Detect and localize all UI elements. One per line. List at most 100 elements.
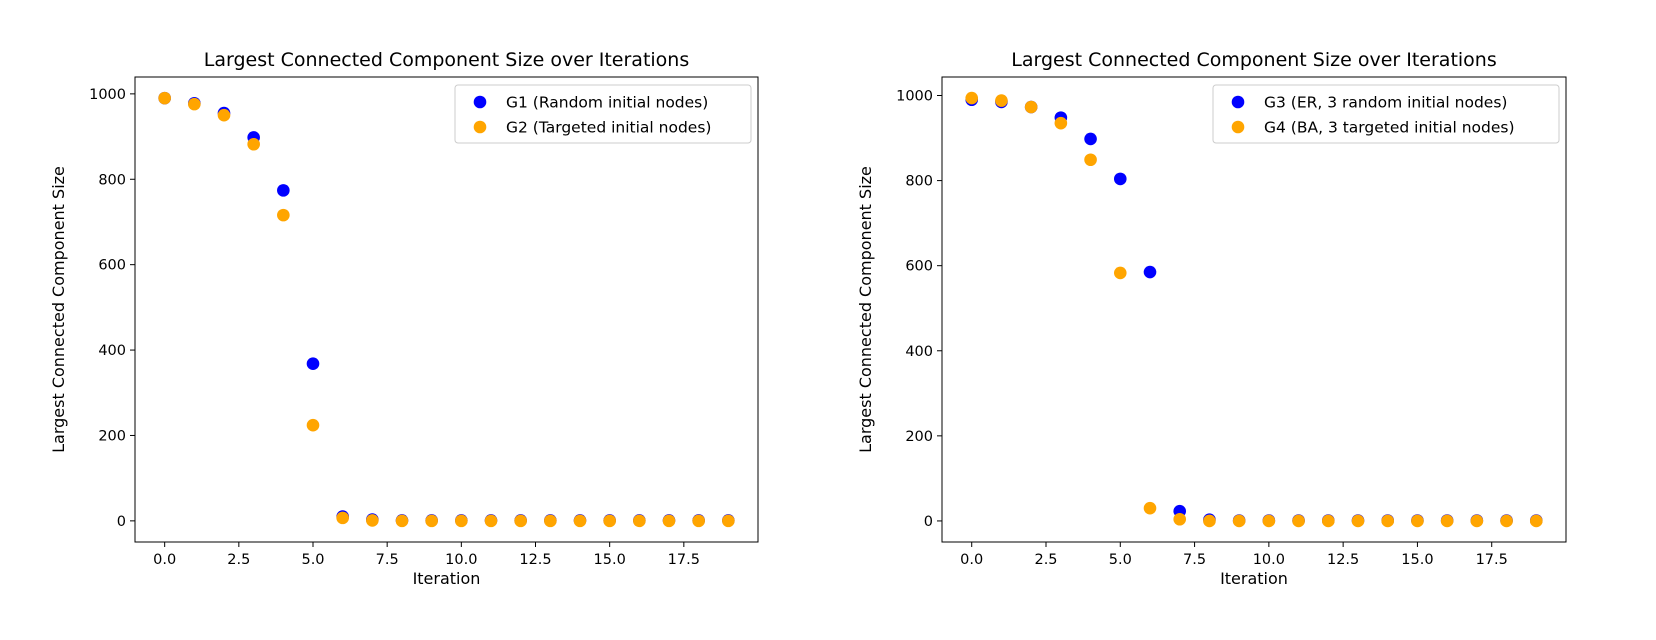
y-tick-label: 800 [905,174,933,190]
y-axis-label: Largest Connected Component Size [49,166,68,453]
x-axis-label: Iteration [413,569,481,588]
x-tick-label: 17.5 [1476,552,1508,568]
y-tick-label: 400 [905,344,933,360]
legend-box [1212,84,1560,144]
x-tick-label: 10.0 [1253,552,1285,568]
data-point [722,514,735,528]
data-point [1084,132,1097,146]
x-tick-label: 12.5 [519,552,551,568]
data-point [995,94,1008,107]
plot-frame [941,76,1567,543]
data-point [1084,153,1097,167]
data-point [277,208,290,222]
x-tick-label: 7.5 [376,552,399,568]
series-2 [158,91,735,528]
data-point [1321,514,1335,528]
data-point [247,137,260,151]
data-point [1024,100,1038,114]
data-point [217,108,231,122]
x-tick-label: 0.0 [960,552,983,568]
data-point [1113,266,1127,280]
y-axis: 0 200 400 600 800 1000 Largest Connected Compo… [856,89,942,530]
x-tick-label: 2.5 [227,552,250,568]
data-point [603,514,616,528]
data-point [965,91,979,105]
x-tick-label: 5.0 [1109,552,1132,568]
legend-marker [1231,120,1245,134]
legend-box [454,84,752,144]
y-tick-label: 600 [98,258,126,274]
x-tick-label: 15.0 [594,552,626,568]
series-1 [158,91,735,527]
legend: G3 (ER, 3 random initial nodes) G4 (BA, 3… [1212,84,1560,144]
data-point [1500,514,1513,528]
x-tick-label: 7.5 [1183,552,1206,568]
series-1 [965,93,1543,527]
data-point [514,514,527,528]
data-point [1529,514,1543,528]
data-point [1381,514,1395,528]
data-point [158,91,171,105]
series-2 [965,91,1543,528]
data-point [1143,265,1157,279]
y-tick-label: 600 [905,259,933,275]
y-tick-label: 400 [98,343,126,359]
data-point [306,357,320,371]
x-tick-label: 10.0 [445,552,477,568]
plot-frame [134,76,759,543]
data-point [1262,514,1276,528]
data-point [573,514,587,528]
legend: G1 (Random initial nodes) G2 (Targeted in… [454,84,752,144]
data-point [366,514,379,527]
data-point [395,514,409,528]
data-point [692,514,705,528]
x-tick-label: 17.5 [668,552,700,568]
chart-title: Largest Connected Component Size over It… [204,49,689,71]
legend-marker [1231,95,1245,109]
x-axis-label: Iteration [1220,569,1288,588]
chart-title: Largest Connected Component Size over It… [1011,49,1496,71]
legend-label: G2 (Targeted initial nodes) [506,119,711,137]
data-point [1143,501,1157,515]
y-tick-label: 200 [905,429,933,445]
chart-2: Largest Connected Component Size over It… [856,49,1567,588]
data-point [188,97,201,111]
x-tick-label: 0.0 [153,552,176,568]
x-tick-label: 15.0 [1401,552,1433,568]
data-point [1054,116,1068,130]
data-point [1351,514,1365,528]
y-tick-label: 1000 [896,89,933,105]
data-point [1470,514,1484,528]
y-tick-label: 0 [924,514,933,530]
y-tick-label: 1000 [89,87,126,103]
legend-label: G1 (Random initial nodes) [506,94,708,112]
legend-marker [473,95,487,109]
data-point [277,184,290,197]
y-tick-label: 800 [98,172,126,188]
x-axis: 0.0 2.5 5.0 7.5 10.0 12.5 15.0 17.5 Iteration [960,542,1508,588]
x-tick-label: 2.5 [1034,552,1057,568]
data-point [336,511,349,525]
chart-1: Largest Connected Component Size over It… [49,49,759,588]
y-tick-label: 200 [98,428,126,444]
data-point [1411,514,1424,528]
data-point [1113,172,1127,186]
y-axis: 0 200 400 600 800 1000 Largest Connected Compo… [49,87,135,530]
legend-marker [473,120,487,134]
legend-label: G3 (ER, 3 random initial nodes) [1264,94,1507,112]
data-point [544,514,557,528]
data-point [1173,512,1187,526]
data-point [455,514,468,528]
data-point [633,514,646,528]
x-tick-label: 5.0 [301,552,324,568]
data-point [484,514,498,528]
data-point [662,514,676,528]
y-axis-label: Largest Connected Component Size [856,166,875,453]
x-axis: 0.0 2.5 5.0 7.5 10.0 12.5 15.0 17.5 Iteration [153,542,700,588]
data-point [306,418,320,432]
data-point [1203,514,1216,528]
data-point [425,514,438,528]
data-point [1232,514,1246,528]
data-point [1440,514,1454,528]
